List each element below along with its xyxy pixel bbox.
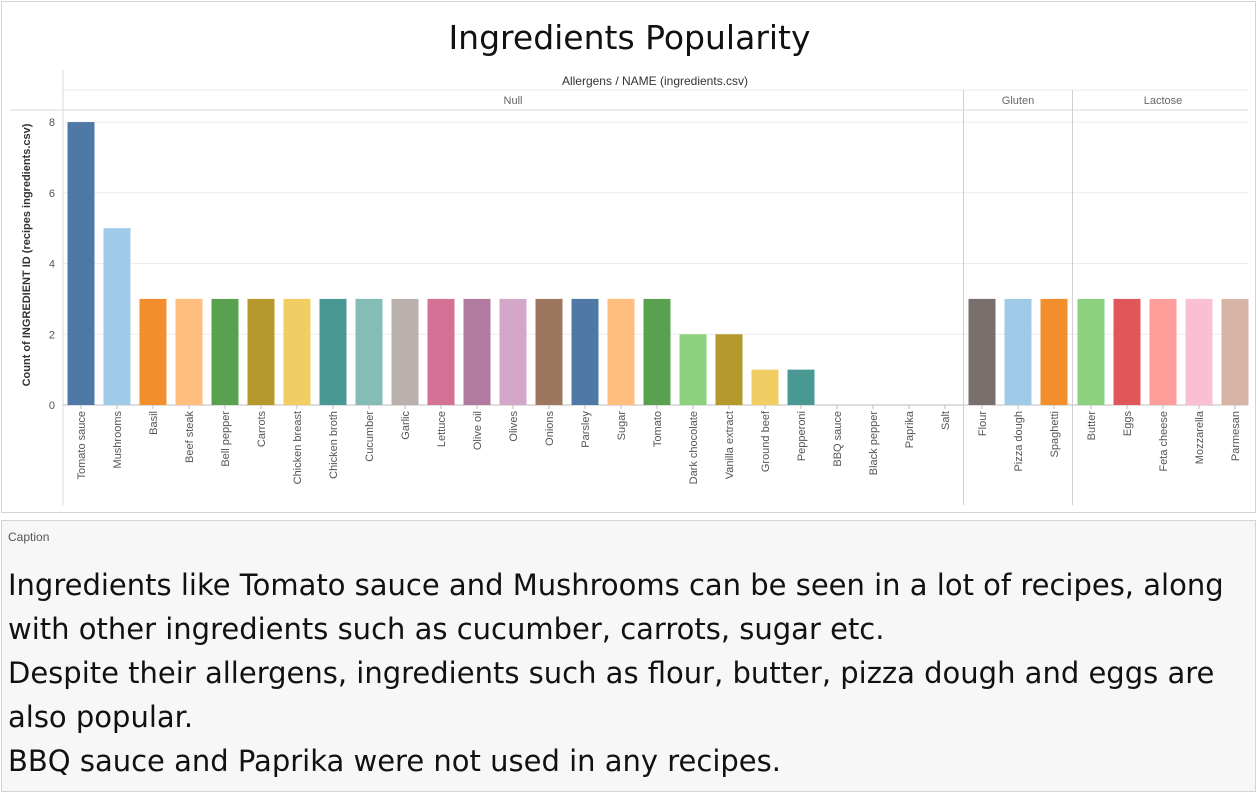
x-tick-label: Onions xyxy=(544,411,556,446)
caption-label: Caption xyxy=(8,530,50,544)
bar xyxy=(463,298,491,405)
x-tick-label: Feta cheese xyxy=(1158,411,1170,472)
x-tick-label: Paprika xyxy=(904,410,916,448)
bar xyxy=(787,369,815,405)
chart-title: Ingredients Popularity xyxy=(448,18,811,57)
x-tick-label: Lettuce xyxy=(436,411,448,447)
x-tick-label: BBQ sauce xyxy=(832,411,844,467)
x-tick-label: Dark chocolate xyxy=(688,411,700,484)
x-tick-label: Olives xyxy=(508,411,520,442)
bar xyxy=(139,298,167,405)
bar xyxy=(283,298,311,405)
bar xyxy=(103,228,131,405)
bar xyxy=(211,298,239,405)
x-tick-label: Flour xyxy=(977,411,989,436)
bar xyxy=(1113,298,1141,405)
bar xyxy=(751,369,779,405)
chart-panel xyxy=(1,1,1256,513)
x-tick-label: Parmesan xyxy=(1230,411,1242,461)
bar xyxy=(1221,298,1249,405)
caption-line: BBQ sauce and Paprika were not used in a… xyxy=(8,744,781,778)
bar xyxy=(67,122,95,405)
bar xyxy=(1077,298,1105,405)
x-tick-label: Parsley xyxy=(580,411,592,448)
bar xyxy=(679,334,707,405)
caption-line: Ingredients like Tomato sauce and Mushro… xyxy=(8,568,1224,602)
y-tick-label: 2 xyxy=(49,329,55,341)
y-axis-title: Count of INGREDIENT ID (recipes ingredie… xyxy=(21,123,33,386)
y-tick-label: 6 xyxy=(49,188,55,200)
x-tick-label: Spaghetti xyxy=(1049,411,1061,457)
x-tick-label: Basil xyxy=(148,411,160,435)
x-tick-label: Eggs xyxy=(1122,411,1134,437)
bar xyxy=(391,298,419,405)
bar xyxy=(175,298,203,405)
x-tick-label: Pizza dough xyxy=(1013,411,1025,472)
x-tick-label: Ground beef xyxy=(760,410,772,472)
group-header: Null xyxy=(504,95,523,107)
bar xyxy=(1004,298,1032,405)
x-tick-label: Tomato xyxy=(652,411,664,447)
bar xyxy=(643,298,671,405)
x-tick-label: Chicken broth xyxy=(328,411,340,479)
caption-panel: Caption Ingredients like Tomato sauce an… xyxy=(1,520,1256,792)
bar xyxy=(319,298,347,405)
x-tick-label: Chicken breast xyxy=(292,411,304,484)
x-tick-label: Mushrooms xyxy=(112,411,124,469)
x-tick-label: Tomato sauce xyxy=(76,411,88,479)
bar xyxy=(1040,298,1068,405)
caption-text: Ingredients like Tomato sauce and Mushro… xyxy=(8,563,1253,783)
x-tick-label: Salt xyxy=(940,411,952,430)
bar-chart: Allergens / NAME (ingredients.csv) Count… xyxy=(10,70,1249,505)
bar xyxy=(607,298,635,405)
x-tick-label: Black pepper xyxy=(868,411,880,476)
x-tick-label: Olive oil xyxy=(472,411,484,450)
caption-line: Despite their allergens, ingredients suc… xyxy=(8,656,1215,690)
bar xyxy=(715,334,743,405)
y-tick-label: 4 xyxy=(49,259,55,271)
x-tick-label: Cucumber xyxy=(364,411,376,462)
bar xyxy=(968,298,996,405)
x-tick-label: Sugar xyxy=(616,411,628,441)
group-header: Lactose xyxy=(1144,95,1183,107)
x-tick-label: Beef steak xyxy=(184,411,196,463)
x-tick-label: Vanilla extract xyxy=(724,411,736,479)
x-tick-label: Carrots xyxy=(256,411,268,448)
bar xyxy=(355,298,383,405)
bar xyxy=(535,298,563,405)
bar xyxy=(499,298,527,405)
bar xyxy=(1149,298,1177,405)
group-header: Gluten xyxy=(1002,95,1034,107)
bar xyxy=(427,298,455,405)
bar xyxy=(1185,298,1213,405)
x-tick-label: Butter xyxy=(1086,411,1098,441)
y-tick-label: 0 xyxy=(49,400,55,412)
bar xyxy=(571,298,599,405)
bar xyxy=(247,298,275,405)
caption-line: with other ingredients such as cucumber,… xyxy=(8,612,885,646)
caption-line: also popular. xyxy=(8,700,194,734)
x-tick-label: Bell pepper xyxy=(220,411,232,467)
x-tick-label: Garlic xyxy=(400,411,412,440)
y-tick-label: 8 xyxy=(49,117,55,129)
x-tick-label: Mozzarella xyxy=(1194,410,1206,464)
column-header: Allergens / NAME (ingredients.csv) xyxy=(562,74,748,88)
x-tick-label: Pepperoni xyxy=(796,411,808,461)
